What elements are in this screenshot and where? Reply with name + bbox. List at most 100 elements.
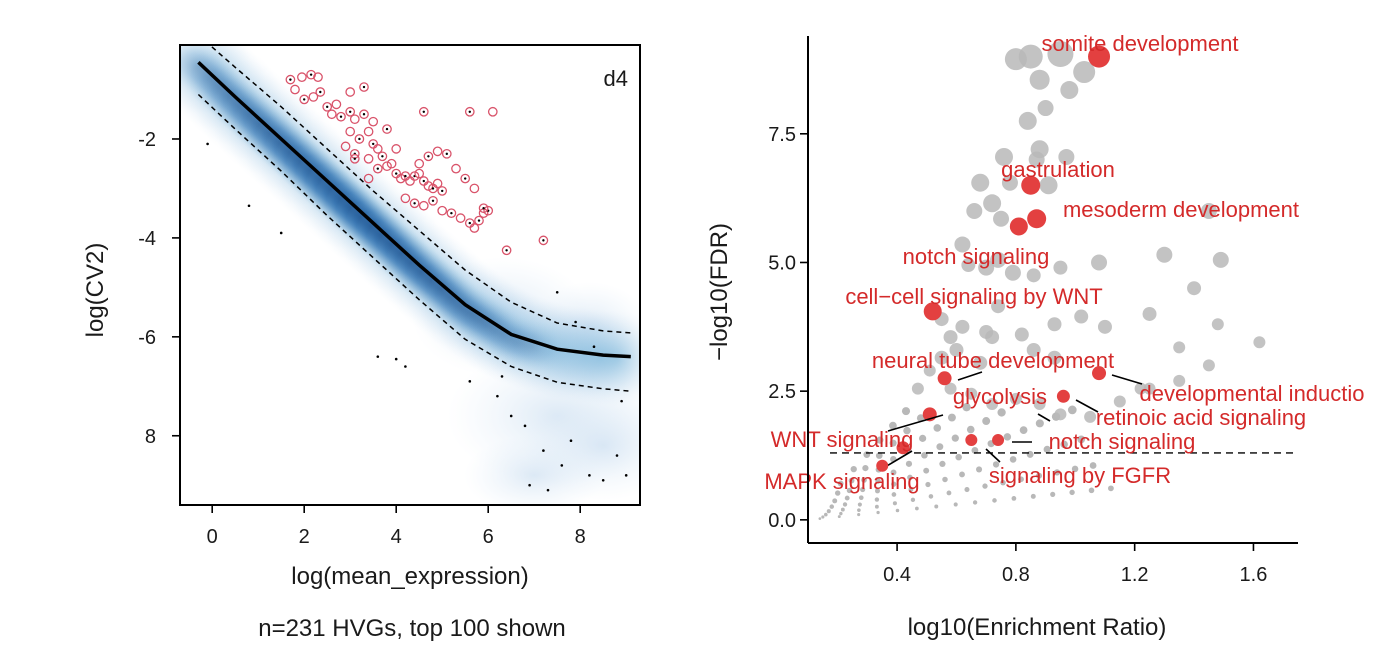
background-point	[966, 425, 975, 434]
background-point	[1026, 450, 1034, 458]
background-point	[876, 436, 884, 444]
background-point	[982, 417, 991, 425]
hvg-point	[349, 114, 360, 125]
hvg-point	[285, 74, 296, 85]
term-label: MAPK signaling	[764, 469, 919, 494]
term-label: cell−cell signaling by WNT	[845, 284, 1102, 309]
background-point	[1088, 487, 1095, 494]
background-point	[978, 259, 995, 276]
background-point	[921, 451, 928, 459]
background-point	[892, 501, 897, 506]
background-point	[925, 481, 931, 488]
highlighted-term-point	[923, 302, 942, 321]
background-point	[908, 487, 914, 492]
background-point	[953, 502, 958, 507]
hvg-point	[322, 101, 333, 112]
term-label: signaling by FGFR	[989, 463, 1171, 488]
hvg-point	[391, 144, 402, 154]
y-tick-label: 5.0	[768, 252, 796, 274]
y-tick-label: 8	[145, 426, 156, 448]
hvg-point-center	[505, 249, 508, 252]
background-point	[979, 324, 994, 339]
background-point	[1011, 496, 1017, 501]
stray-point	[500, 375, 504, 378]
hvg-point	[363, 153, 374, 164]
background-point	[890, 469, 897, 476]
hvg-point	[299, 94, 310, 105]
background-point	[832, 498, 838, 504]
left-x-axis-title: log(mean_expression)	[291, 563, 528, 590]
stray-point	[247, 204, 251, 208]
highlighted-term-point	[992, 434, 1005, 447]
left-caption: n=231 HVGs, top 100 shown	[258, 615, 566, 642]
background-point	[910, 497, 916, 503]
background-point	[923, 467, 930, 474]
background-point	[857, 502, 862, 507]
highlighted-term-point	[1027, 209, 1047, 229]
stray-point	[509, 414, 513, 418]
hvg-point	[451, 163, 461, 174]
background-point	[943, 330, 958, 345]
background-point	[1069, 489, 1075, 496]
background-point	[857, 508, 861, 512]
x-tick-label: 0.4	[883, 564, 911, 586]
hvg-point-center	[450, 211, 453, 215]
background-point	[949, 342, 964, 357]
background-point	[824, 512, 828, 517]
background-point	[1089, 462, 1097, 469]
background-point	[842, 502, 848, 507]
background-point	[965, 387, 978, 400]
background-point	[1108, 485, 1114, 492]
hvg-point-center	[319, 90, 322, 94]
background-point	[834, 490, 841, 496]
highlighted-term-point	[937, 371, 952, 386]
background-point	[1028, 151, 1045, 168]
hvg-point-center	[349, 110, 352, 113]
highlighted-term-point	[1009, 217, 1028, 236]
highlighted-term-point	[1088, 45, 1111, 68]
left-plot-marks	[197, 45, 631, 492]
hvg-point	[354, 134, 365, 144]
background-point	[964, 486, 970, 493]
term-label: developmental inductio	[1139, 381, 1364, 406]
y-tick-label: -6	[138, 327, 156, 349]
background-point	[982, 483, 988, 489]
hvg-point	[405, 176, 415, 186]
background-point	[1253, 336, 1266, 349]
background-point	[874, 504, 879, 509]
stray-point	[528, 483, 531, 487]
label-leader-line	[1111, 374, 1143, 385]
stray-point	[468, 380, 472, 383]
background-point	[874, 497, 880, 502]
background-point	[966, 203, 983, 220]
background-point	[1054, 408, 1067, 421]
background-point	[891, 481, 897, 487]
background-point	[875, 478, 881, 484]
background-point	[1036, 472, 1043, 479]
stray-point	[588, 474, 591, 477]
background-point	[973, 355, 988, 370]
hvg-point	[363, 126, 374, 137]
background-point	[839, 511, 843, 516]
hvg-point	[331, 99, 342, 110]
highlighted-term-point	[1056, 389, 1070, 403]
term-label: glycolysis	[953, 384, 1047, 409]
background-point	[889, 421, 897, 430]
hvg-point-center	[431, 187, 435, 190]
background-point	[1058, 148, 1075, 165]
background-point	[1047, 317, 1062, 332]
stray-point	[206, 142, 209, 146]
background-point	[1047, 350, 1062, 365]
background-point	[972, 500, 978, 505]
background-point	[1004, 48, 1027, 71]
background-point	[971, 446, 979, 454]
background-point	[860, 486, 866, 493]
hvg-point	[478, 203, 489, 214]
hvg-point-center	[477, 219, 481, 222]
term-label: mesoderm development	[1063, 197, 1299, 222]
background-point	[1212, 251, 1229, 268]
background-point	[901, 407, 911, 416]
background-point	[991, 299, 1006, 314]
background-point	[986, 398, 999, 411]
